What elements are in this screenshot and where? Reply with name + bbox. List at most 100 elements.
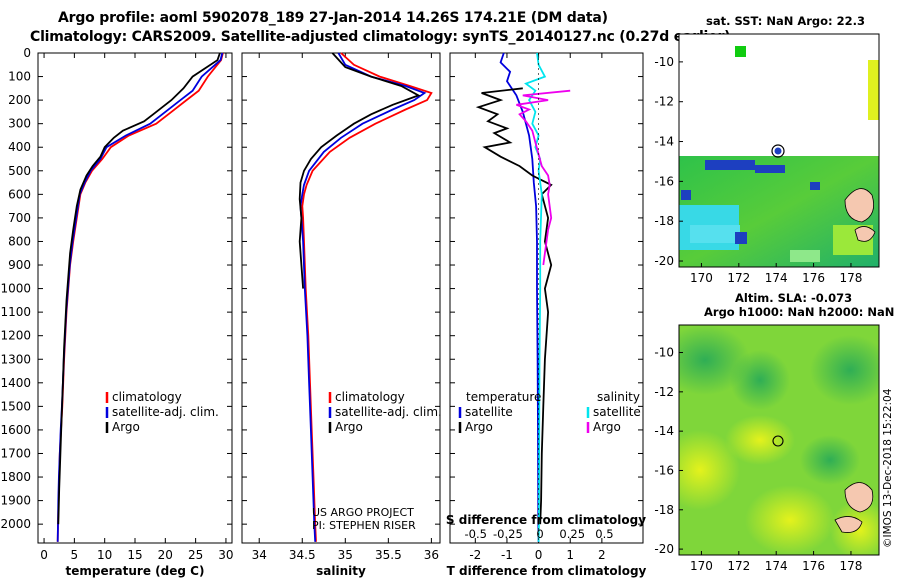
depth-tick-label: 1100: [0, 305, 31, 319]
x-tick-label: 5: [71, 548, 79, 562]
x-tick-label: 0: [535, 548, 543, 562]
depth-tick-label: 1800: [0, 470, 31, 484]
project-annotation: US ARGO PROJECT: [312, 506, 414, 519]
x-axis-label: T difference from climatology: [447, 564, 647, 578]
legend-label: Argo: [335, 420, 363, 434]
depth-tick-label: 100: [8, 70, 31, 84]
legend-title-temperature: temperature: [466, 390, 541, 404]
altimetry-map-image: [679, 325, 879, 555]
panel-temperature: 0 5 10 15 20 25 30 temperature (deg C) climatolo…: [37, 52, 234, 578]
x-tick-label: 0: [40, 548, 48, 562]
x-tick-label: -2: [469, 548, 481, 562]
series-line-salinity-satellite: [524, 52, 547, 542]
lat-tick-label: -12: [654, 385, 674, 399]
lat-tick-label: -14: [654, 424, 674, 438]
legend-label: satellite: [465, 405, 513, 419]
lon-tick-label: 176: [802, 271, 825, 285]
depth-tick-label: 800: [8, 234, 31, 248]
depth-tick-label: 1300: [0, 352, 31, 366]
x-axis-label: temperature (deg C): [66, 564, 205, 578]
depth-tick-label: 1900: [0, 494, 31, 508]
lon-tick-label: 176: [802, 559, 825, 573]
lat-tick-label: -18: [654, 214, 674, 228]
depth-tick-label: 400: [8, 140, 31, 154]
lat-tick-label: -16: [654, 174, 674, 188]
depth-tick-label: 1500: [0, 399, 31, 413]
depth-tick-label: 2000: [0, 517, 31, 531]
secondary-tick-label: 0.5: [595, 527, 613, 541]
x-axis-label: salinity: [316, 564, 366, 578]
series-line-argo: [57, 52, 221, 525]
lon-tick-label: 170: [690, 559, 713, 573]
x-tick-label: 2: [598, 548, 606, 562]
series-line-temperature-satellite: [499, 52, 540, 542]
secondary-tick-label: 0: [536, 527, 543, 541]
sst-map-axes: 170 172 174 176 178 -10 -12 -14 -16 -18 -20: [654, 33, 880, 285]
plot-frame: [449, 52, 644, 544]
lon-tick-label: 172: [727, 271, 750, 285]
x-tick-label: 20: [158, 548, 173, 562]
depth-tick-label: 600: [8, 187, 31, 201]
lon-tick-label: 178: [840, 271, 863, 285]
depth-tick-label: 1700: [0, 446, 31, 460]
lat-tick-label: -20: [654, 254, 674, 268]
depth-tick-label: 500: [8, 164, 31, 178]
x-tick-label: -1: [501, 548, 513, 562]
depth-tick-label: 1200: [0, 329, 31, 343]
legend-label: satellite: [593, 405, 641, 419]
legend-label: climatology: [112, 390, 182, 404]
lat-tick-label: -10: [654, 55, 674, 69]
panel-salinity: 34 34.5 35 35.5 36 salinity climatologysatelli…: [241, 52, 442, 578]
map-frame: [678, 33, 880, 268]
series-line-argo: [298, 52, 421, 289]
x-tick-label: 15: [127, 548, 142, 562]
map-frame: [678, 324, 880, 556]
x-tick-label: 25: [188, 548, 203, 562]
legend-label: satellite-adj. clim.: [335, 405, 442, 419]
x-tick-label: 35: [338, 548, 353, 562]
lat-tick-label: -20: [654, 542, 674, 556]
project-annotation: PI: STEPHEN RISER: [312, 519, 416, 532]
legend-label: Argo: [112, 420, 140, 434]
chart-title-line1: Argo profile: aoml 5902078_189 27-Jan-20…: [58, 10, 608, 26]
depth-tick-label: 300: [8, 117, 31, 131]
legend-label: satellite-adj. clim.: [112, 405, 219, 419]
series-line-climatology: [301, 52, 433, 542]
depth-tick-label: 900: [8, 258, 31, 272]
legend-label: Argo: [465, 420, 493, 434]
depth-tick-label: 1400: [0, 376, 31, 390]
x-tick-label: 1: [566, 548, 574, 562]
lon-tick-label: 174: [765, 559, 788, 573]
x-tick-label: 34: [252, 548, 267, 562]
lon-tick-label: 170: [690, 271, 713, 285]
lat-tick-label: -16: [654, 463, 674, 477]
secondary-tick-label: -0.5: [465, 527, 487, 541]
sst-map-title: sat. SST: NaN Argo: 22.3: [706, 14, 866, 28]
x-tick-label: 30: [218, 548, 233, 562]
chart-title-line2: Climatology: CARS2009. Satellite-adjuste…: [30, 29, 731, 45]
secondary-tick-label: 0.25: [559, 527, 585, 541]
depth-tick-label: 700: [8, 211, 31, 225]
legend-label: climatology: [335, 390, 405, 404]
series-line-satellite-adj-clim-: [299, 52, 427, 542]
series-line-satellite-adj-clim-: [56, 52, 224, 542]
lon-tick-label: 174: [765, 271, 788, 285]
secondary-axis-label: S difference from climatology: [446, 513, 646, 527]
x-tick-label: 35.5: [375, 548, 402, 562]
lat-tick-label: -18: [654, 503, 674, 517]
panel-difference: -2 -1 0 1 2 T difference from climatology temp…: [446, 52, 647, 578]
lat-tick-label: -14: [654, 135, 674, 149]
depth-tick-label: 1000: [0, 282, 31, 296]
plot-frame: [241, 52, 441, 544]
lon-tick-label: 172: [727, 559, 750, 573]
series-line-temperature-argo: [475, 87, 553, 525]
lat-tick-label: -12: [654, 95, 674, 109]
legend-title-salinity: salinity: [597, 390, 640, 404]
x-tick-label: 10: [97, 548, 112, 562]
altimetry-map-title: Altim. SLA: -0.073: [735, 291, 853, 305]
depth-tick-label: 0: [23, 46, 31, 60]
depth-tick-label: 1600: [0, 423, 31, 437]
lat-tick-label: -10: [654, 346, 674, 360]
legend-label: Argo: [593, 420, 621, 434]
x-tick-label: 34.5: [289, 548, 316, 562]
